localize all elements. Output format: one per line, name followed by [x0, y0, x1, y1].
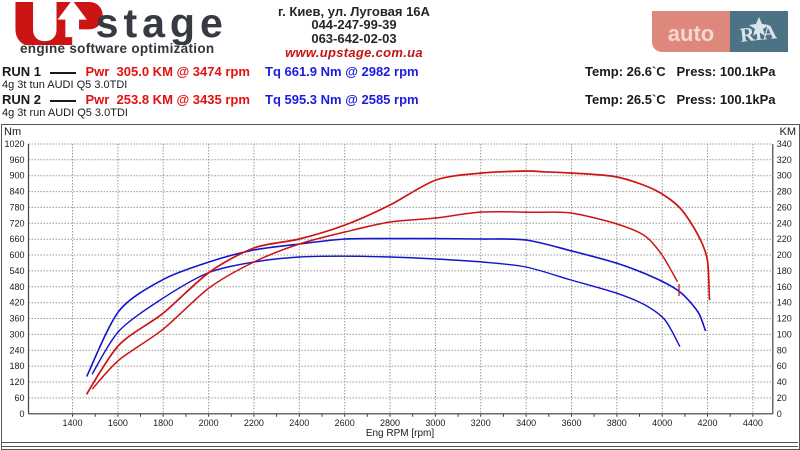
- svg-text:1400: 1400: [62, 418, 82, 428]
- svg-text:160: 160: [777, 282, 792, 292]
- svg-text:2000: 2000: [199, 418, 219, 428]
- svg-text:KM: KM: [780, 126, 797, 138]
- svg-text:900: 900: [9, 171, 24, 181]
- svg-text:340: 340: [777, 139, 792, 149]
- svg-text:540: 540: [9, 266, 24, 276]
- svg-text:2800: 2800: [380, 418, 400, 428]
- svg-text:260: 260: [777, 203, 792, 213]
- svg-text:780: 780: [9, 202, 24, 212]
- svg-text:720: 720: [9, 218, 24, 228]
- svg-text:4400: 4400: [743, 418, 763, 428]
- svg-text:3800: 3800: [607, 418, 627, 428]
- svg-text:2600: 2600: [335, 418, 355, 428]
- svg-text:840: 840: [9, 187, 24, 197]
- svg-text:420: 420: [9, 298, 24, 308]
- svg-text:2200: 2200: [244, 418, 264, 428]
- svg-text:120: 120: [9, 377, 24, 387]
- svg-text:1600: 1600: [108, 418, 128, 428]
- svg-text:0: 0: [777, 409, 782, 419]
- svg-text:1800: 1800: [153, 418, 173, 428]
- svg-text:3200: 3200: [471, 418, 491, 428]
- svg-text:360: 360: [9, 314, 24, 324]
- svg-text:Nm: Nm: [4, 126, 21, 138]
- svg-text:240: 240: [777, 218, 792, 228]
- svg-text:0: 0: [19, 409, 24, 419]
- svg-text:480: 480: [9, 282, 24, 292]
- svg-text:960: 960: [9, 155, 24, 165]
- svg-text:1020: 1020: [4, 139, 24, 149]
- svg-text:Eng RPM [rpm]: Eng RPM [rpm]: [366, 428, 435, 439]
- svg-text:320: 320: [777, 155, 792, 165]
- svg-text:60: 60: [777, 361, 787, 371]
- svg-text:660: 660: [9, 234, 24, 244]
- svg-text:60: 60: [14, 393, 24, 403]
- svg-text:140: 140: [777, 298, 792, 308]
- svg-text:120: 120: [777, 314, 792, 324]
- svg-text:80: 80: [777, 345, 787, 355]
- svg-text:100: 100: [777, 329, 792, 339]
- svg-text:220: 220: [777, 234, 792, 244]
- svg-text:180: 180: [9, 361, 24, 371]
- svg-text:180: 180: [777, 266, 792, 276]
- svg-text:240: 240: [9, 345, 24, 355]
- svg-text:20: 20: [777, 393, 787, 403]
- svg-text:300: 300: [9, 329, 24, 339]
- svg-text:2400: 2400: [289, 418, 309, 428]
- svg-text:4200: 4200: [697, 418, 717, 428]
- svg-text:300: 300: [777, 171, 792, 181]
- svg-text:3400: 3400: [516, 418, 536, 428]
- svg-text:3000: 3000: [425, 418, 445, 428]
- svg-text:3600: 3600: [561, 418, 581, 428]
- svg-text:600: 600: [9, 250, 24, 260]
- svg-text:200: 200: [777, 250, 792, 260]
- svg-text:280: 280: [777, 187, 792, 197]
- svg-text:40: 40: [777, 377, 787, 387]
- svg-text:4000: 4000: [652, 418, 672, 428]
